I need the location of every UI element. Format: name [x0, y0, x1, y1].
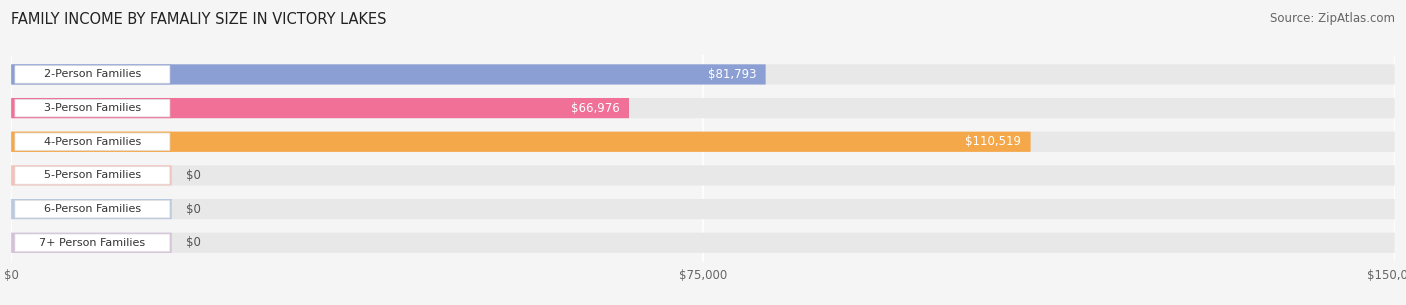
- Text: 6-Person Families: 6-Person Families: [44, 204, 141, 214]
- FancyBboxPatch shape: [11, 132, 1395, 152]
- Text: 3-Person Families: 3-Person Families: [44, 103, 141, 113]
- Text: 2-Person Families: 2-Person Families: [44, 70, 141, 79]
- Text: $81,793: $81,793: [709, 68, 756, 81]
- Text: 7+ Person Families: 7+ Person Families: [39, 238, 145, 248]
- Text: $0: $0: [186, 169, 201, 182]
- Text: Source: ZipAtlas.com: Source: ZipAtlas.com: [1270, 12, 1395, 25]
- FancyBboxPatch shape: [15, 200, 170, 218]
- Text: FAMILY INCOME BY FAMALIY SIZE IN VICTORY LAKES: FAMILY INCOME BY FAMALIY SIZE IN VICTORY…: [11, 12, 387, 27]
- Text: $66,976: $66,976: [571, 102, 620, 115]
- FancyBboxPatch shape: [15, 167, 170, 184]
- FancyBboxPatch shape: [11, 233, 172, 253]
- FancyBboxPatch shape: [11, 98, 172, 118]
- Text: 4-Person Families: 4-Person Families: [44, 137, 141, 147]
- FancyBboxPatch shape: [11, 64, 766, 84]
- FancyBboxPatch shape: [11, 64, 1395, 84]
- FancyBboxPatch shape: [11, 98, 1395, 118]
- FancyBboxPatch shape: [15, 99, 170, 117]
- FancyBboxPatch shape: [15, 133, 170, 151]
- Text: $0: $0: [186, 236, 201, 249]
- FancyBboxPatch shape: [15, 234, 170, 252]
- Text: $0: $0: [186, 203, 201, 216]
- FancyBboxPatch shape: [11, 199, 172, 219]
- FancyBboxPatch shape: [11, 132, 1031, 152]
- FancyBboxPatch shape: [11, 233, 1395, 253]
- Text: 5-Person Families: 5-Person Families: [44, 170, 141, 181]
- FancyBboxPatch shape: [11, 199, 1395, 219]
- Text: $110,519: $110,519: [966, 135, 1021, 148]
- FancyBboxPatch shape: [11, 132, 172, 152]
- FancyBboxPatch shape: [11, 165, 1395, 185]
- FancyBboxPatch shape: [11, 64, 172, 84]
- FancyBboxPatch shape: [11, 98, 628, 118]
- FancyBboxPatch shape: [15, 66, 170, 83]
- FancyBboxPatch shape: [11, 165, 172, 185]
